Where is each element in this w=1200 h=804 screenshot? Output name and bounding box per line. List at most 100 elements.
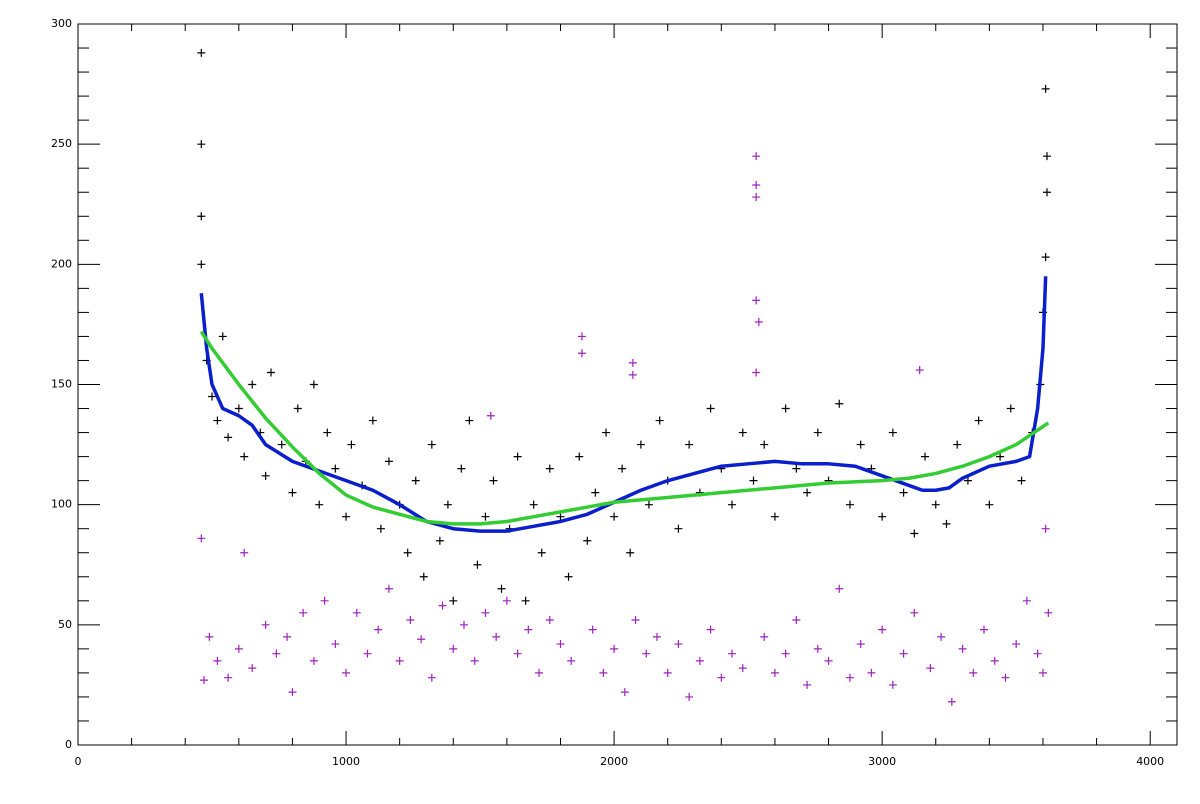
x-tick-label: 4000 <box>1136 755 1164 768</box>
scatter-point <box>706 625 715 634</box>
scatter-point <box>620 688 629 697</box>
scatter-point <box>642 649 651 658</box>
scatter-point <box>545 616 554 625</box>
scatter-point <box>947 697 956 706</box>
scatter-point <box>953 440 962 449</box>
scatter-point <box>1001 673 1010 682</box>
scatter-point <box>427 440 436 449</box>
scatter-point <box>760 440 769 449</box>
scatter-point <box>240 548 249 557</box>
scatter-point <box>752 193 761 202</box>
scatter-point <box>197 534 206 543</box>
scatter-point <box>417 635 426 644</box>
scatter-point <box>315 500 324 509</box>
scatter-point <box>752 181 761 190</box>
scatter-point <box>583 536 592 545</box>
scatter-point <box>449 596 458 605</box>
scatter-point <box>261 471 270 480</box>
y-tick-label: 200 <box>51 257 72 270</box>
scatter-point <box>309 380 318 389</box>
scatter-point <box>803 488 812 497</box>
scatter-point <box>524 625 533 634</box>
scatter-point <box>770 668 779 677</box>
scatter-point <box>213 656 222 665</box>
scatter-point <box>556 512 565 521</box>
scatter-point <box>878 512 887 521</box>
scatter-point <box>277 440 286 449</box>
scatter-point <box>602 428 611 437</box>
scatter-point <box>899 488 908 497</box>
scatter-point <box>792 464 801 473</box>
scatter-point <box>781 404 790 413</box>
scatter-point <box>628 358 637 367</box>
scatter-point <box>248 664 257 673</box>
scatter-point <box>342 512 351 521</box>
scatter-point <box>197 140 206 149</box>
scatter-point <box>1041 253 1050 262</box>
scatter-point <box>208 392 217 401</box>
scatter-point <box>969 668 978 677</box>
scatter-point <box>963 476 972 485</box>
scatter-point <box>856 440 865 449</box>
scatter-point <box>867 668 876 677</box>
scatter-point <box>218 332 227 341</box>
scatter-point <box>1033 649 1042 658</box>
scatter-point <box>792 616 801 625</box>
scatter-point <box>577 332 586 341</box>
scatter-point <box>921 452 930 461</box>
scatter-point <box>674 524 683 533</box>
scatter-point <box>990 656 999 665</box>
scatter-point <box>845 500 854 509</box>
scatter-point <box>535 668 544 677</box>
scatter-point <box>374 625 383 634</box>
scatter-point <box>835 399 844 408</box>
x-tick-label: 0 <box>75 755 82 768</box>
scatter-point <box>1043 188 1051 197</box>
scatter-point <box>685 692 694 701</box>
scatter-point <box>529 500 538 509</box>
scatter-point <box>492 632 501 641</box>
scatter-point <box>749 476 758 485</box>
scatter-point <box>567 656 576 665</box>
scatter-point <box>752 152 761 161</box>
scatter-point <box>363 649 372 658</box>
scatter-point <box>942 519 951 528</box>
scatter-point <box>803 680 812 689</box>
scatter-point <box>309 656 318 665</box>
scatter-point <box>985 500 994 509</box>
trend-line <box>199 276 1048 533</box>
trend-line <box>199 330 1050 526</box>
scatter-point <box>545 464 554 473</box>
scatter-point <box>272 649 281 658</box>
scatter-point <box>1006 404 1015 413</box>
scatter-point <box>728 500 737 509</box>
scatter-point <box>473 560 482 569</box>
x-tick-label: 1000 <box>332 755 360 768</box>
scatter-point <box>760 632 769 641</box>
scatter-point <box>352 608 361 617</box>
scatter-point <box>197 260 206 269</box>
scatter-point <box>958 644 967 653</box>
scatter-point <box>331 464 340 473</box>
scatter-point <box>368 416 377 425</box>
scatter-point <box>974 416 983 425</box>
y-tick-label: 100 <box>51 498 72 511</box>
scatter-point <box>323 428 332 437</box>
y-tick-label: 150 <box>51 378 72 391</box>
scatter-point <box>331 640 340 649</box>
scatter-point <box>591 488 600 497</box>
scatter-point <box>813 428 822 437</box>
scatter-point <box>610 644 619 653</box>
y-tick-label: 0 <box>65 738 72 751</box>
scatter-point <box>435 536 444 545</box>
scatter-point <box>910 608 919 617</box>
scatter-point <box>835 584 844 593</box>
scatter-point <box>481 512 490 521</box>
plot-frame <box>77 23 1178 746</box>
scatter-point <box>754 318 763 327</box>
scatter-point <box>663 668 672 677</box>
scatter-point <box>980 625 989 634</box>
x-tick-label: 2000 <box>600 755 628 768</box>
scatter-point <box>288 488 297 497</box>
scatter-point <box>996 452 1005 461</box>
